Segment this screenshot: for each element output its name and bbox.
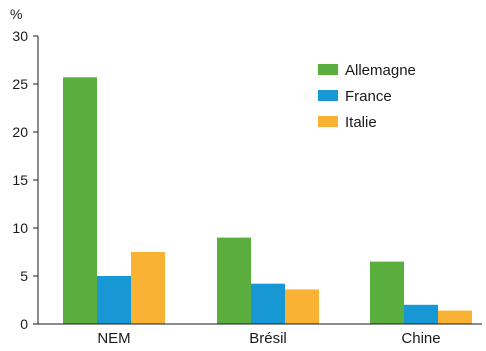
legend-label: Italie: [345, 114, 377, 131]
legend: Allemagne France Italie: [318, 62, 416, 131]
x-category-label: NEM: [97, 330, 130, 347]
bar-italie-1: [285, 289, 319, 324]
bar-italie-0: [131, 252, 165, 324]
legend-label: France: [345, 88, 392, 105]
bar-allemagne-1: [217, 237, 251, 324]
legend-swatch: [318, 64, 338, 75]
bar-allemagne-2: [370, 261, 404, 324]
bar-france-1: [251, 283, 285, 324]
bars: [63, 77, 472, 324]
y-tick-label: 10: [12, 220, 28, 236]
legend-swatch: [318, 90, 338, 101]
y-unit-label: %: [10, 6, 22, 22]
legend-label: Allemagne: [345, 62, 416, 79]
legend-swatch: [318, 116, 338, 127]
bar-allemagne-0: [63, 77, 97, 324]
bar-france-0: [97, 276, 131, 324]
bar-france-2: [404, 304, 438, 324]
y-tick-label: 30: [12, 28, 28, 44]
y-tick-label: 15: [12, 172, 28, 188]
y-axis: 0 5 10 15 20 25 30: [12, 28, 39, 332]
y-tick-label: 0: [20, 316, 28, 332]
x-category-label: Chine: [401, 330, 440, 347]
x-axis: NEM Brésil Chine: [38, 323, 482, 347]
y-tick-label: 25: [12, 76, 28, 92]
x-category-label: Brésil: [249, 330, 287, 347]
bar-italie-2: [438, 310, 472, 324]
y-tick-label: 5: [20, 268, 28, 284]
y-tick-label: 20: [12, 124, 28, 140]
